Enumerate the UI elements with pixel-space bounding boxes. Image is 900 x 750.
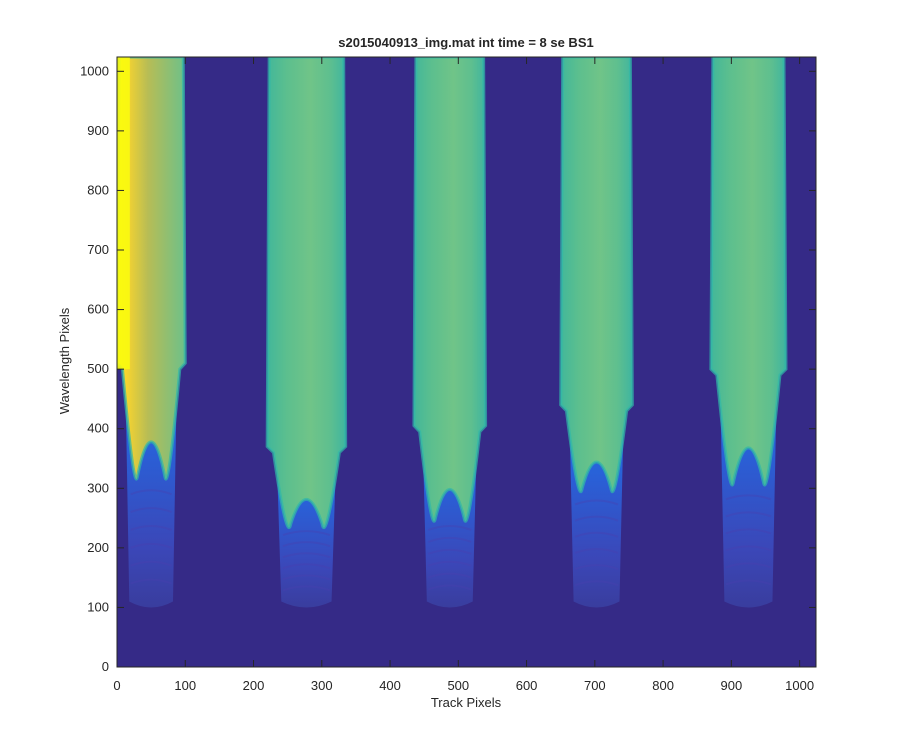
axes: 0 100 200 300 400 500 600 700 800 900 1000 0 100 200… xyxy=(80,56,817,693)
track-2-stripe xyxy=(282,574,331,581)
y-tick-label: 300 xyxy=(87,480,109,495)
y-tick-label: 700 xyxy=(87,242,109,257)
track-4-stripe xyxy=(574,515,619,522)
track-1-stripe xyxy=(130,578,172,585)
y-tick-label: 1000 xyxy=(80,63,109,78)
track-5-stripe xyxy=(725,494,772,501)
track-2-stripe xyxy=(282,552,331,559)
track-1-stripe xyxy=(130,542,172,549)
y-tick-label: 900 xyxy=(87,123,109,138)
track-4-edge xyxy=(559,57,634,494)
track-3-stripe xyxy=(427,560,472,567)
track-3-stripe xyxy=(427,584,472,591)
track-1-edge xyxy=(117,57,187,481)
y-axis-label: Wavelength Pixels xyxy=(57,307,72,414)
x-axis-label: Track Pixels xyxy=(431,695,502,710)
y-tick-label: 200 xyxy=(87,540,109,555)
y-tick-label: 800 xyxy=(87,182,109,197)
x-tick-label: 400 xyxy=(379,678,401,693)
track-3-stripe xyxy=(427,524,472,531)
track-5-stripe xyxy=(725,545,772,552)
track-5-stripe xyxy=(725,528,772,535)
track-3-upper-band xyxy=(413,57,486,522)
track-1-upper-band xyxy=(117,57,186,480)
x-tick-label: 700 xyxy=(584,678,606,693)
peak-column xyxy=(117,57,130,370)
x-tick-label: 200 xyxy=(243,678,265,693)
track-1-stripe xyxy=(130,489,172,496)
chart-title: s2015040913_img.mat int time = 8 se BS1 xyxy=(338,35,593,50)
plot-frame xyxy=(116,56,817,668)
track-4-stripe xyxy=(574,564,619,571)
track-5-upper-band xyxy=(710,57,786,486)
track-2-stripe xyxy=(282,585,331,592)
track-5-stripe xyxy=(725,511,772,518)
track-4-stripe xyxy=(574,499,619,506)
x-tick-label: 900 xyxy=(721,678,743,693)
y-tick-label: 0 xyxy=(102,659,109,674)
x-tick-label: 500 xyxy=(447,678,469,693)
track-1-stripe xyxy=(130,507,172,514)
x-tick-label: 600 xyxy=(516,678,538,693)
track-2-edge xyxy=(265,57,348,530)
y-tick-label: 600 xyxy=(87,302,109,317)
x-tick-label: 100 xyxy=(174,678,196,693)
track-2-stripe xyxy=(282,530,331,537)
x-tick-label: 300 xyxy=(311,678,333,693)
track-5-stripe xyxy=(725,562,772,569)
track-3-edge xyxy=(412,57,488,523)
y-tick-label: 100 xyxy=(87,599,109,614)
y-axis-ticks: 0 100 200 300 400 500 600 700 800 900 1000 xyxy=(80,63,816,674)
track-4-upper-band xyxy=(560,57,633,492)
x-tick-label: 0 xyxy=(113,678,120,693)
x-axis-ticks: 0 100 200 300 400 500 600 700 800 900 1000 xyxy=(113,57,814,693)
x-tick-label: 800 xyxy=(652,678,674,693)
track-1-stripe xyxy=(130,524,172,531)
heatmap-layer xyxy=(117,57,788,608)
track-5-edge xyxy=(709,57,788,487)
track-1-stripe xyxy=(130,560,172,567)
x-tick-label: 1000 xyxy=(785,678,814,693)
track-5-stripe xyxy=(725,579,772,586)
track-3-stripe xyxy=(427,572,472,579)
y-tick-label: 500 xyxy=(87,361,109,376)
track-2-stripe xyxy=(282,563,331,570)
track-3-stripe xyxy=(427,548,472,555)
track-4-stripe xyxy=(574,531,619,538)
y-tick-label: 400 xyxy=(87,421,109,436)
track-4-stripe xyxy=(574,547,619,554)
track-3-stripe xyxy=(427,536,472,543)
track-2-stripe xyxy=(282,541,331,548)
track-4-stripe xyxy=(574,580,619,587)
track-2-upper-band xyxy=(267,57,346,528)
